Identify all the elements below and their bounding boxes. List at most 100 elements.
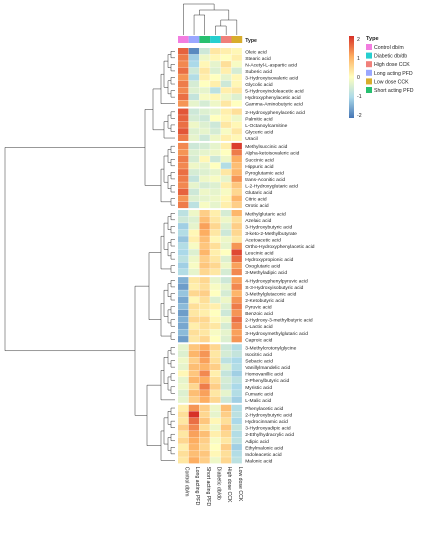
heatmap-cell <box>231 404 242 411</box>
heatmap-cell <box>199 417 210 425</box>
heatmap-cell <box>220 87 232 94</box>
row-label: 3-Hydroxybutyric acid <box>245 224 292 230</box>
heatmap-cell <box>188 93 200 101</box>
heatmap-cell <box>231 249 242 256</box>
heatmap-cell <box>220 67 232 74</box>
heatmap-cell <box>178 457 189 464</box>
heatmap-cell <box>210 108 221 115</box>
heatmap-cell <box>231 236 242 243</box>
heatmap-cell <box>178 216 189 223</box>
legend-swatch <box>366 69 372 76</box>
row-label: Hippuric acid <box>245 164 274 170</box>
column-dendrogram-branch <box>220 19 238 35</box>
row-dendrogram-branch <box>170 360 175 368</box>
heatmap-cell <box>210 93 221 101</box>
row-label: Uracil <box>245 136 258 142</box>
heatmap-cell <box>210 67 221 74</box>
heatmap-cell <box>178 336 189 343</box>
heatmap-cell <box>210 229 221 236</box>
heatmap-cell <box>199 61 210 68</box>
heatmap-cell <box>188 417 200 425</box>
heatmap-cell <box>220 162 232 169</box>
heatmap-cell <box>188 201 200 209</box>
heatmap-cell <box>188 216 200 223</box>
heatmap-cell <box>231 437 242 444</box>
heatmap-cell <box>210 411 221 418</box>
heatmap-cell <box>199 336 210 343</box>
heatmap-cell <box>220 80 232 87</box>
heatmap-cell <box>231 134 242 141</box>
row-dendrogram-branch <box>167 283 171 297</box>
column-label: High dose CCK <box>226 467 232 503</box>
heatmap-cell <box>231 303 242 310</box>
heatmap-cell <box>210 316 221 323</box>
heatmap-cell <box>231 390 242 397</box>
column-annotation-cell <box>178 36 189 43</box>
row-label: L-Malic acid <box>245 398 271 404</box>
heatmap-cell <box>188 54 200 61</box>
heatmap-cell <box>231 61 242 68</box>
heatmap-cell <box>210 223 221 230</box>
row-label: Glycolic acid <box>245 82 273 88</box>
heatmap-cell <box>188 128 200 135</box>
heatmap-cell <box>210 404 221 411</box>
heatmap-cell <box>220 121 232 128</box>
heatmap-cell <box>231 182 242 189</box>
row-dendrogram-branch <box>163 60 168 88</box>
heatmap-cell <box>199 303 210 310</box>
heatmap-cell <box>210 182 221 189</box>
row-label: 2-Hydroxy-3-methylbutyric acid <box>245 318 313 324</box>
heatmap-cell <box>199 350 210 357</box>
row-dendrogram-branch <box>167 149 171 163</box>
heatmap-cell <box>178 236 189 243</box>
heatmap-cell <box>220 424 232 431</box>
heatmap-cell <box>199 188 210 195</box>
heatmap-cell <box>199 262 210 269</box>
row-dendrogram-branch <box>163 121 175 139</box>
heatmap-cell <box>220 93 232 101</box>
heatmap-cell <box>210 430 221 438</box>
heatmap-cell <box>199 424 210 431</box>
heatmap-cell <box>220 74 232 81</box>
heatmap-cell <box>220 383 232 390</box>
row-dendrogram-branch <box>170 420 175 428</box>
row-label: Leucinic acid <box>245 251 274 257</box>
heatmap-cell <box>178 142 189 150</box>
heatmap-cell <box>231 175 242 182</box>
heatmap-cell <box>231 87 242 94</box>
heatmap-cell <box>210 54 221 61</box>
heatmap-cell <box>178 255 189 263</box>
heatmap-cell <box>220 344 232 351</box>
heatmap-cell <box>178 383 189 390</box>
row-label: Alpha-ketoisovaleric acid <box>245 151 299 157</box>
heatmap-cell <box>178 417 189 425</box>
heatmap-cell <box>210 376 221 384</box>
heatmap-cell <box>188 156 200 163</box>
row-dendrogram-branch <box>163 357 168 384</box>
row-dendrogram-branch <box>170 226 175 234</box>
heatmap-cell <box>188 162 200 169</box>
heatmap-cell <box>188 396 200 403</box>
row-label: 2-Ketobutyric acid <box>245 298 284 304</box>
heatmap-cell <box>178 115 189 122</box>
heatmap-cell <box>231 450 242 457</box>
row-label: Oxoglutaric acid <box>245 264 280 270</box>
heatmap-cell <box>188 255 200 263</box>
row-dendrogram-branch <box>160 168 171 203</box>
heatmap-cell <box>210 100 221 107</box>
row-dendrogram-branch <box>167 309 171 324</box>
heatmap-cell <box>188 262 200 269</box>
legend-title: Type <box>366 36 379 42</box>
heatmap-cell <box>178 376 189 384</box>
heatmap-cell <box>210 424 221 431</box>
column-annotation-cell <box>188 36 200 43</box>
heatmap-cell <box>231 100 242 107</box>
heatmap-cell <box>210 450 221 457</box>
row-dendrogram-branch <box>170 51 175 59</box>
heatmap-cell <box>199 363 210 371</box>
heatmap-cell <box>199 242 210 249</box>
heatmap-cell <box>220 370 232 377</box>
heatmap-cell <box>188 309 200 317</box>
heatmap-cell <box>210 336 221 343</box>
heatmap-cell <box>231 424 242 431</box>
